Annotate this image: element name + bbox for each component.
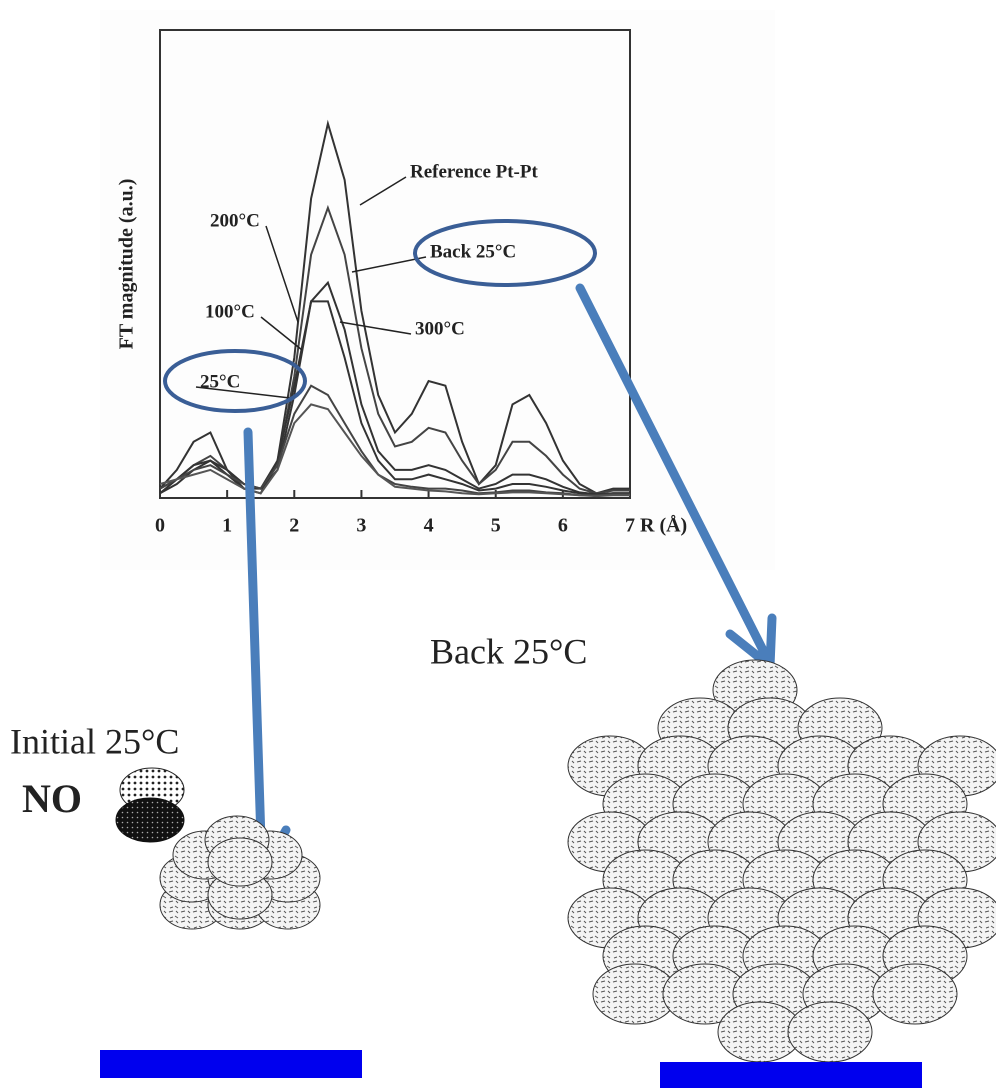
series-line xyxy=(159,280,630,496)
series-line xyxy=(159,300,630,497)
support xyxy=(660,1062,922,1088)
series-label: 100°C xyxy=(205,301,255,322)
series-label: 200°C xyxy=(210,210,260,231)
x-tick-label: 2 xyxy=(289,515,299,537)
series-label: Back 25°C xyxy=(430,241,516,262)
series-line xyxy=(159,403,630,498)
y-axis-label: FT magnitude (a.u.) xyxy=(116,179,138,350)
x-tick-label: 4 xyxy=(424,515,434,537)
x-tick-label: 1 xyxy=(222,515,232,537)
initial-label: Initial 25°C xyxy=(10,721,179,761)
x-tick-label: 3 xyxy=(356,515,366,537)
label-pointer xyxy=(265,225,299,323)
label-pointer xyxy=(195,386,291,399)
highlight-ellipse xyxy=(163,349,307,413)
series-label: Reference Pt-Pt xyxy=(410,161,538,182)
back-label: Back 25°C xyxy=(430,631,587,671)
label-pointer xyxy=(351,256,427,273)
atom xyxy=(207,837,273,887)
label-pointer xyxy=(359,176,407,206)
series-label: 300°C xyxy=(415,318,465,339)
atom xyxy=(872,963,958,1025)
molecule-label: NO xyxy=(22,776,82,821)
plot-frame xyxy=(159,29,631,499)
atom xyxy=(787,1001,873,1063)
small-cluster xyxy=(159,815,321,930)
plot: FT magnitude (a.u.) R (Å) 0 1 2 3 4 5 6 7 Refere… xyxy=(116,29,687,537)
nitrogen-atom xyxy=(115,797,185,843)
large-cluster xyxy=(567,659,996,1063)
label-pointer xyxy=(339,321,412,335)
label-pointer xyxy=(260,316,303,351)
chart-background xyxy=(100,10,775,570)
x-tick-label: 0 xyxy=(155,515,165,537)
support xyxy=(100,1050,362,1078)
highlight-ellipse xyxy=(413,219,597,287)
series-label: 25°C xyxy=(200,371,240,392)
x-axis-label: R (Å) xyxy=(640,514,687,537)
series-line xyxy=(159,119,630,495)
x-tick-label: 6 xyxy=(558,515,568,537)
x-tick-label: 5 xyxy=(491,515,501,537)
x-tick-label: 7 xyxy=(625,515,635,537)
